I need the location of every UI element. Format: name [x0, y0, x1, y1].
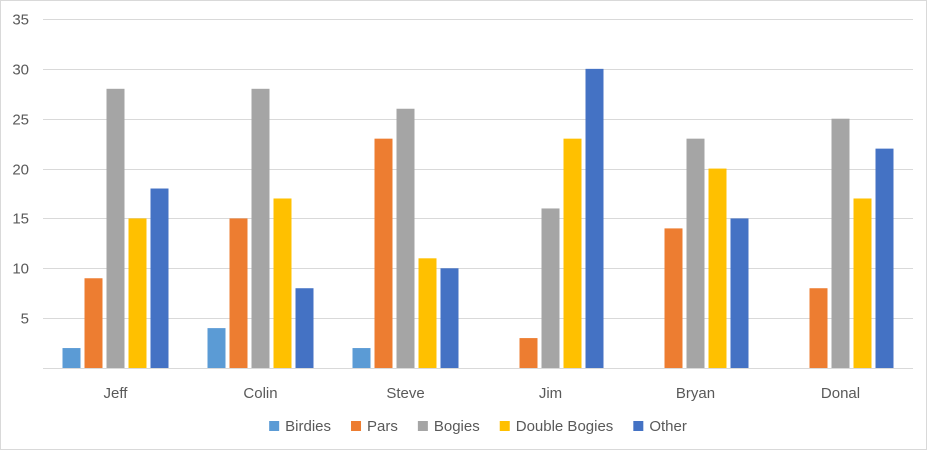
- bar-steve-birdies: [353, 348, 371, 368]
- bar-jeff-other: [151, 189, 169, 368]
- legend-label: Birdies: [285, 418, 331, 435]
- gridlines: [43, 20, 913, 319]
- legend-swatch: [351, 421, 361, 431]
- bar-steve-other: [441, 268, 459, 368]
- legend-swatch: [418, 421, 428, 431]
- bar-donal-double-bogies: [854, 198, 872, 368]
- y-tick-label: 15: [12, 211, 29, 228]
- bar-colin-double-bogies: [274, 198, 292, 368]
- x-axis: Jeff Colin Steve Jim Bryan Donal: [43, 369, 913, 403]
- x-tick-label: Steve: [386, 385, 424, 402]
- bar-jim-double-bogies: [564, 139, 582, 368]
- bar-donal-pars: [810, 288, 828, 368]
- legend-item-birdies: Birdies: [269, 418, 331, 435]
- y-tick-label: 25: [12, 112, 29, 129]
- x-tick-label: Bryan: [676, 385, 715, 402]
- bar-jim-pars: [520, 338, 538, 368]
- x-tick-label: Jeff: [104, 385, 129, 402]
- legend-label: Bogies: [434, 418, 480, 435]
- bar-steve-bogies: [397, 109, 415, 368]
- legend-item-double-bogies: Double Bogies: [500, 418, 614, 435]
- bar-jeff-double-bogies: [129, 218, 147, 368]
- bar-colin-other: [296, 288, 314, 368]
- x-tick-label: Colin: [243, 385, 277, 402]
- bar-jeff-pars: [85, 278, 103, 368]
- legend-swatch: [269, 421, 279, 431]
- bar-jeff-bogies: [107, 89, 125, 368]
- legend-label: Pars: [367, 418, 398, 435]
- bar-donal-other: [876, 149, 894, 368]
- y-tick-label: 30: [12, 62, 29, 79]
- bar-steve-pars: [375, 139, 393, 368]
- legend-item-bogies: Bogies: [418, 418, 480, 435]
- bar-steve-double-bogies: [419, 258, 437, 368]
- y-tick-label: 10: [12, 261, 29, 278]
- y-tick-label: 5: [21, 311, 29, 328]
- bar-jim-bogies: [542, 208, 560, 368]
- bar-colin-birdies: [208, 328, 226, 368]
- legend: Birdies Pars Bogies Double Bogies Other: [269, 418, 687, 435]
- legend-label: Other: [649, 418, 687, 435]
- legend-label: Double Bogies: [516, 418, 614, 435]
- x-tick-label: Donal: [821, 385, 860, 402]
- legend-swatch: [633, 421, 643, 431]
- bar-jeff-birdies: [63, 348, 81, 368]
- y-axis: 5 10 15 20 25 30 35: [12, 12, 29, 328]
- bar-bryan-pars: [665, 228, 683, 368]
- bar-jim-other: [586, 69, 604, 368]
- x-tick-label: Jim: [539, 385, 562, 402]
- legend-item-other: Other: [633, 418, 687, 435]
- bar-bryan-other: [731, 218, 749, 368]
- legend-item-pars: Pars: [351, 418, 398, 435]
- legend-swatch: [500, 421, 510, 431]
- bar-colin-pars: [230, 218, 248, 368]
- y-tick-label: 35: [12, 12, 29, 29]
- bar-bryan-double-bogies: [709, 169, 727, 368]
- bar-colin-bogies: [252, 89, 270, 368]
- y-tick-label: 20: [12, 162, 29, 179]
- bar-bryan-bogies: [687, 139, 705, 368]
- bar-donal-bogies: [832, 119, 850, 368]
